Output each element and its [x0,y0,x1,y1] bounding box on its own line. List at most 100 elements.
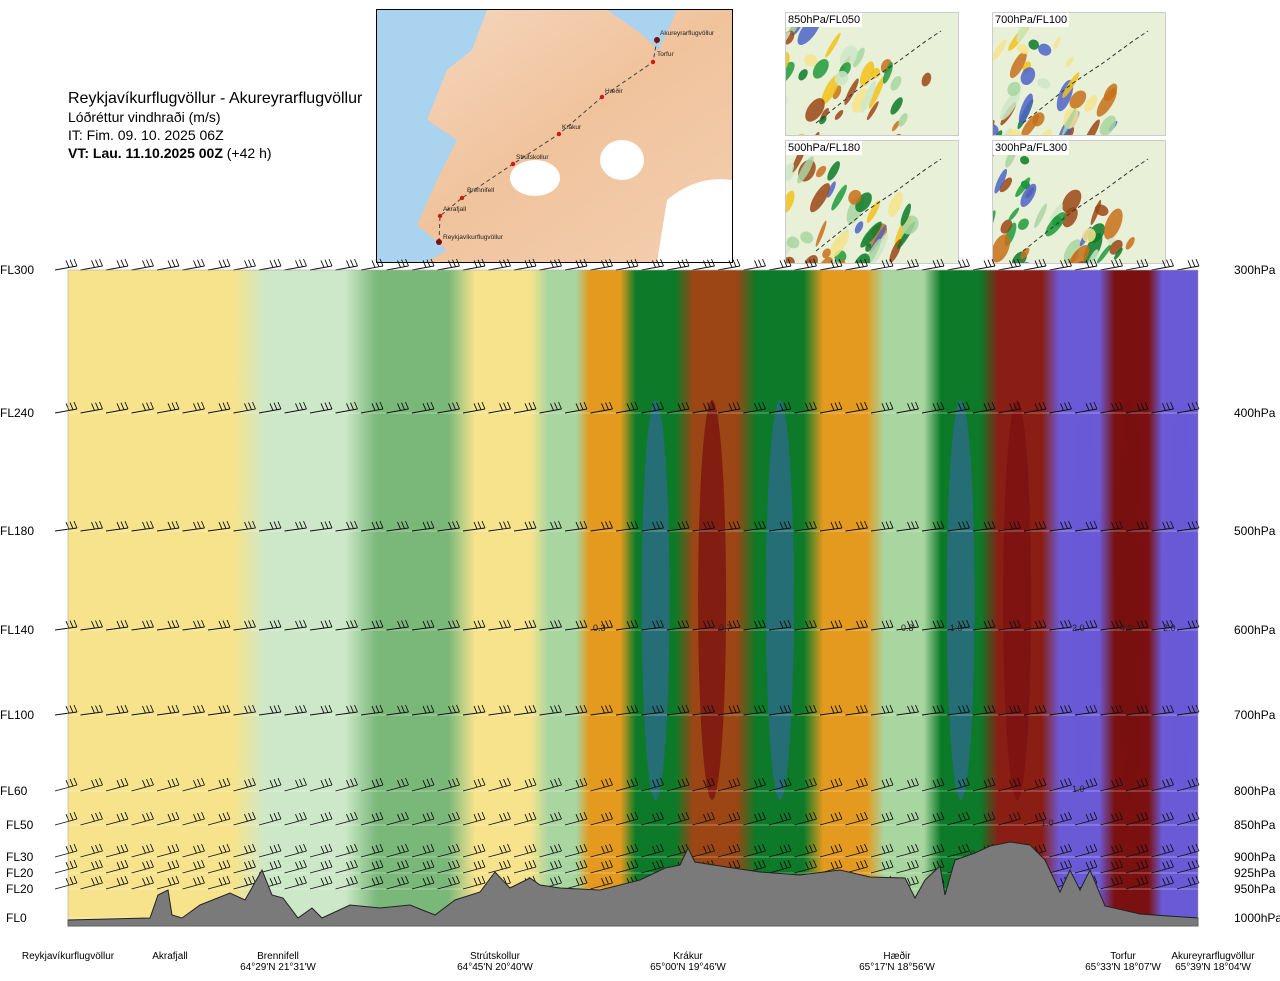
panel-field-cell [859,61,875,87]
panel-field-cell [999,177,1013,193]
wind-barb [309,704,333,716]
wind-barb [615,811,639,826]
wind-barb [615,704,639,716]
wind-barb [666,401,690,414]
wind-barb [335,401,358,414]
wind-barb [590,401,613,414]
wind-barb [54,843,78,858]
wind-barb [717,619,741,631]
panel-route-line [1022,30,1149,124]
panel-field-cell [1084,95,1098,112]
route-points [436,37,660,245]
panel-850: 850hPa/FL050 [785,12,959,136]
wind-barb [1176,777,1200,792]
wind-barb [386,619,409,631]
wind-barb [80,843,103,858]
panel-field-cell [900,203,911,226]
wind-barb [360,258,384,271]
pressure-level-label: 600hPa [1234,623,1276,637]
wind-barb [488,520,511,532]
panel-field-cell [882,62,893,84]
route-map: Akureyrarflugvöllur Torfur Hæðir Krákur … [376,9,733,263]
wind-barb [207,811,231,826]
wind-barb [615,520,639,532]
panel-field-cell [1000,219,1013,234]
wind-barb [768,777,792,792]
wind-barb [488,258,511,271]
station-name: Akrafjall [152,951,188,962]
wind-barb [845,258,868,271]
panel-700: 700hPa/FL100 [992,12,1166,136]
wind-barb [743,619,766,631]
panel-field-cell [993,123,999,135]
wind-barb [641,859,664,874]
wind-barb [1125,619,1149,631]
wind-barb [284,401,307,414]
panel-field-cell [1020,67,1036,86]
wind-barb [1125,875,1149,890]
panel-field-cell [786,236,800,249]
variable-label: Lóðréttur vindhraði (m/s) [68,109,221,125]
wind-barb [743,258,766,271]
station-label: Akrafjall [120,951,220,962]
wind-barb [1125,258,1149,271]
wind-barb [666,843,690,858]
wind-barb [1074,258,1098,271]
wind-barb [641,811,664,826]
panel-field-cell [1037,78,1051,89]
wind-barb [131,875,154,890]
wind-barb [411,401,435,414]
map-label-akureyri: Akureyrarflugvöllur [660,30,715,37]
flight-level-label: FL20 [6,866,34,880]
wind-barb [794,704,817,716]
map-label-haedir: Hæðir [605,87,624,95]
wind-barb [309,258,333,271]
wind-barb [207,401,231,414]
station-label: Hæðir 65°17'N 18°56'W [847,951,947,973]
wind-barb [156,619,180,631]
panel-field-cell [891,120,900,132]
wind-barb [896,704,919,716]
wind-barb [131,619,154,631]
wind-barb [284,619,307,631]
station-name: Reykjavíkurflugvöllur [21,951,115,962]
panel-300-label: 300hPa/FL300 [993,141,1070,155]
panel-field-cell [994,168,1007,194]
panel-field-cell [815,220,827,247]
wind-barb [411,258,435,271]
map-label-reykjavik: Reykjavíkurflugvöllur [443,234,504,241]
wind-barb [794,258,817,271]
wind-barb [284,811,307,826]
wind-barb [845,704,868,716]
wind-barb [335,520,358,532]
wind-barb [309,875,333,890]
field-core [698,400,727,800]
wind-barb [1151,843,1174,858]
wind-barb [666,258,690,271]
panel-field-cell [1062,108,1077,135]
wind-barb [692,619,715,631]
wind-barb [743,859,766,874]
wind-barb [258,843,282,858]
wind-barb [1074,777,1098,792]
panel-field-cell [1058,127,1075,135]
station-label: Brennifell 64°29'N 21°31'W [228,951,328,973]
route-point [436,239,442,245]
wind-barb [947,704,970,716]
panel-field-cell [866,101,879,121]
wind-barb [386,704,409,716]
wind-barb [539,520,562,532]
wind-barb [513,811,537,826]
wind-barb [1023,704,1047,716]
wind-barb [335,258,358,271]
wind-barb [258,875,282,890]
flight-level-label: FL180 [0,524,35,538]
wind-barb [105,843,129,858]
panel-field-cell [1070,245,1090,263]
wind-barb [1074,859,1098,874]
panel-500-label: 500hPa/FL180 [786,141,863,155]
wind-barb [539,704,562,716]
wind-barb [947,619,970,631]
wind-barb [182,859,205,874]
wind-barb [233,875,256,890]
